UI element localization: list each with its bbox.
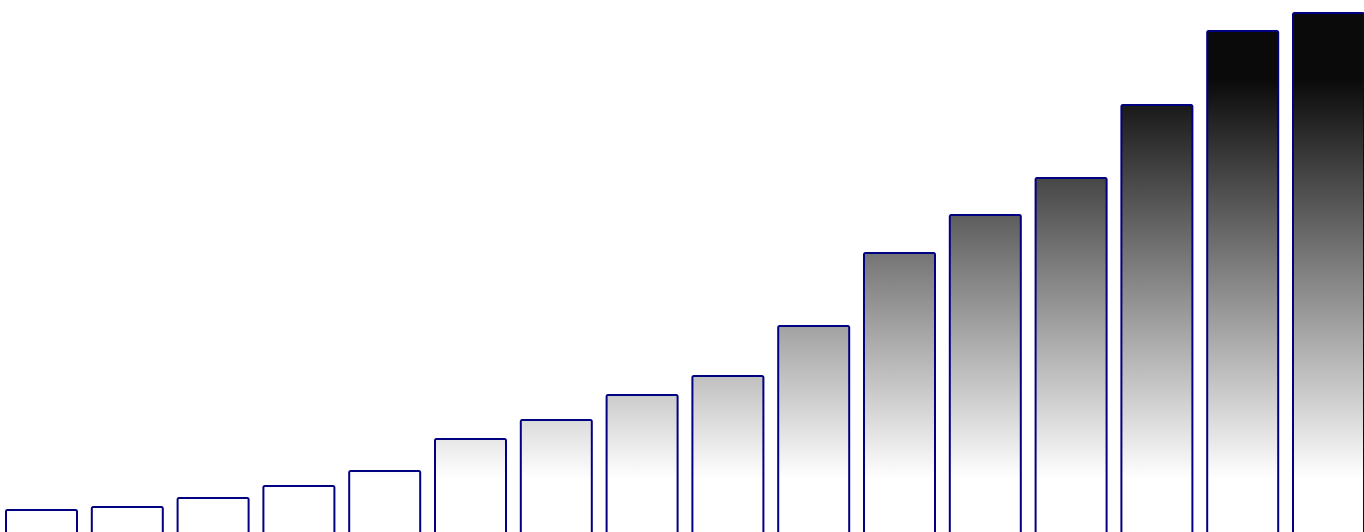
bar (348, 470, 422, 532)
bar (948, 214, 1022, 532)
bar (90, 506, 164, 532)
bar (605, 394, 679, 532)
bar (1120, 104, 1194, 532)
bar (1034, 177, 1108, 532)
bar (691, 375, 765, 532)
bar (5, 509, 78, 532)
bar (519, 419, 593, 532)
bar (262, 485, 336, 532)
bar (1292, 12, 1364, 532)
bar (1206, 30, 1280, 532)
bar (777, 325, 851, 532)
bar (176, 497, 250, 532)
bar (434, 438, 507, 532)
bar (863, 252, 936, 532)
